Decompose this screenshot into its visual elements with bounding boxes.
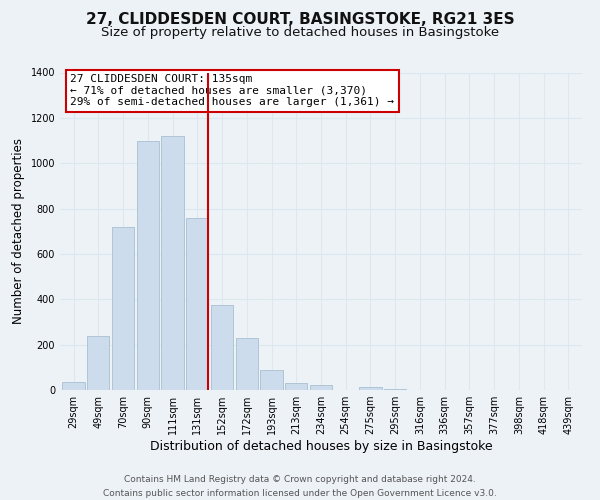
Bar	[186, 218, 208, 390]
Bar	[285, 383, 307, 390]
Text: 27 CLIDDESDEN COURT: 135sqm
← 71% of detached houses are smaller (3,370)
29% of : 27 CLIDDESDEN COURT: 135sqm ← 71% of det…	[70, 74, 394, 108]
Bar	[112, 226, 134, 390]
Bar	[87, 336, 109, 390]
Bar	[161, 136, 184, 390]
Bar	[211, 305, 233, 390]
Bar	[236, 338, 258, 390]
Bar	[137, 140, 159, 390]
Bar	[384, 389, 406, 390]
Bar	[260, 370, 283, 390]
X-axis label: Distribution of detached houses by size in Basingstoke: Distribution of detached houses by size …	[149, 440, 493, 453]
Bar	[62, 382, 85, 390]
Text: Contains HM Land Registry data © Crown copyright and database right 2024.
Contai: Contains HM Land Registry data © Crown c…	[103, 476, 497, 498]
Text: Size of property relative to detached houses in Basingstoke: Size of property relative to detached ho…	[101, 26, 499, 39]
Bar	[310, 386, 332, 390]
Text: 27, CLIDDESDEN COURT, BASINGSTOKE, RG21 3ES: 27, CLIDDESDEN COURT, BASINGSTOKE, RG21 …	[86, 12, 514, 28]
Bar	[359, 386, 382, 390]
Y-axis label: Number of detached properties: Number of detached properties	[12, 138, 25, 324]
